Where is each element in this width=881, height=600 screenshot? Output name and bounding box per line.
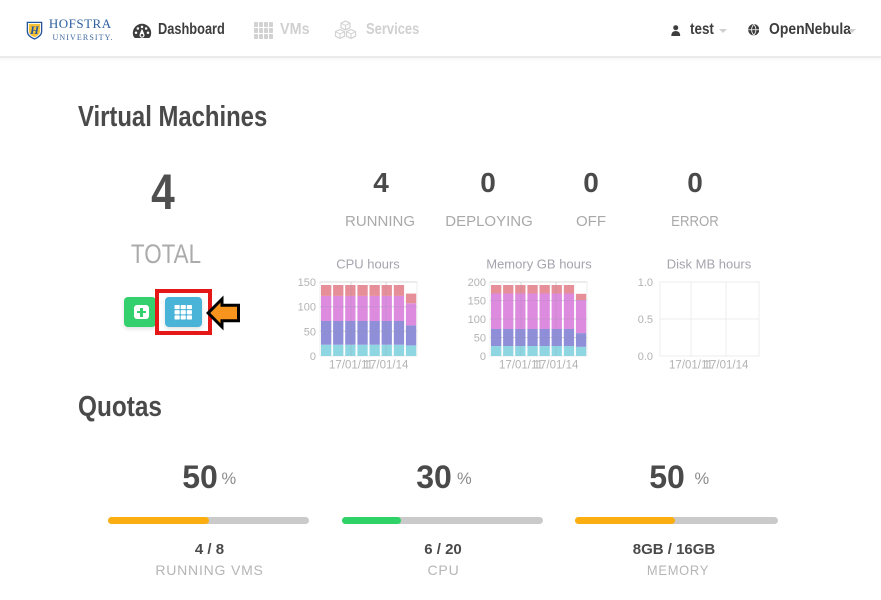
svg-text:1.0: 1.0 [638,277,653,289]
svg-text:0.5: 0.5 [638,314,653,326]
svg-text:50: 50 [474,333,486,345]
svg-text:17/01/11: 17/01/11 [499,360,543,372]
svg-text:200: 200 [468,277,486,289]
svg-text:0: 0 [480,351,486,363]
svg-text:50: 50 [304,326,316,338]
svg-text:CPU hours: CPU hours [336,257,400,272]
svg-text:17/01/14: 17/01/14 [534,360,579,372]
svg-text:17/01/14: 17/01/14 [704,360,749,372]
svg-text:100: 100 [298,302,316,314]
svg-text:Memory GB hours: Memory GB hours [486,257,592,272]
svg-text:0.0: 0.0 [638,351,653,363]
svg-text:100: 100 [468,314,486,326]
svg-text:150: 150 [298,277,316,289]
svg-text:H: H [29,25,40,37]
svg-text:150: 150 [468,296,486,308]
svg-text:0: 0 [310,351,316,363]
svg-text:17/01/14: 17/01/14 [364,360,409,372]
svg-text:17/01/11: 17/01/11 [329,360,373,372]
svg-text:Disk MB hours: Disk MB hours [667,257,752,272]
svg-text:17/01/11: 17/01/11 [669,360,713,372]
